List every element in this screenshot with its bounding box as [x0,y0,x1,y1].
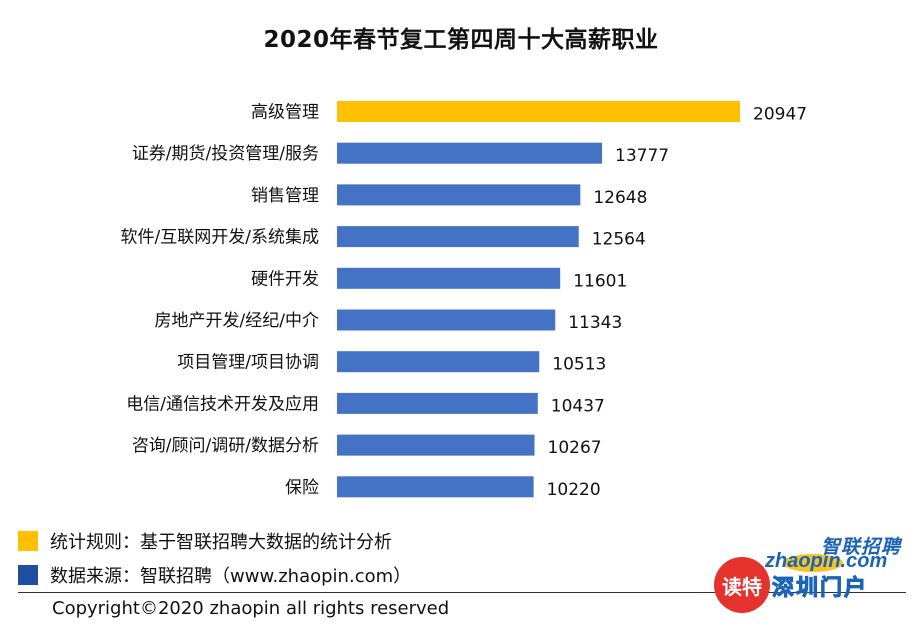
copyright-text: Copyright©2020 zhaopin all rights reserv… [52,598,450,619]
legend-source-swatch [18,565,38,585]
chart-title: 2020年春节复工第四周十大高薪职业 [263,27,659,53]
bar-chart: 高级管理 20947 证券/期货/投资管理/服务 13777 销售管理 12648 软件/互… [121,101,807,500]
category-label: 电信/通信技术开发及应用 [126,394,319,414]
city-portal-logo: 深圳门户 [771,576,869,602]
legend-source-text: 数据来源：智联招聘（www.zhaopin.com） [50,566,412,587]
bar [337,226,579,248]
data-label: 10437 [551,396,605,416]
legend-rule-text: 统计规则：基于智联招聘大数据的统计分析 [50,532,392,553]
category-label: 高级管理 [251,103,319,123]
category-label: 房地产开发/经纪/中介 [155,311,319,331]
bar [337,101,740,122]
category-label: 保险 [285,478,319,498]
data-label: 11343 [568,313,622,333]
bar [337,434,535,456]
category-label: 证券/期货/投资管理/服务 [132,144,319,164]
category-label: 销售管理 [251,186,319,206]
legend-rule: 统计规则：基于智联招聘大数据的统计分析 [18,528,392,554]
legend-source: 数据来源：智联招聘（www.zhaopin.com） [18,562,411,588]
zhaopin-logo-cn: 智联招聘 [820,536,901,558]
category-label: 硬件开发 [251,269,319,289]
data-label: 10267 [548,438,602,458]
zhaopin-logo-en: zhaopin.com [765,550,888,572]
bar [337,267,561,289]
bar [337,476,534,498]
legend-rule-swatch [18,531,38,551]
bar [337,309,556,331]
data-label: 12648 [593,188,647,208]
data-label: 11601 [573,271,627,291]
dute-logo: 读特 [714,557,770,613]
category-label: 咨询/顾问/调研/数据分析 [132,436,319,456]
category-label: 项目管理/项目协调 [177,353,319,373]
footer-divider [18,592,906,593]
data-label: 13777 [615,146,669,166]
data-label: 12564 [592,230,646,250]
category-label: 软件/互联网开发/系统集成 [121,228,319,248]
data-label: 20947 [753,105,807,125]
data-label: 10513 [552,355,606,375]
zhaopin-logo: 智联招聘 zhaopin.com [765,532,905,576]
bar [337,142,603,164]
bar [337,392,538,414]
data-label: 10220 [547,480,601,500]
bar [337,351,540,373]
bar [337,184,581,206]
